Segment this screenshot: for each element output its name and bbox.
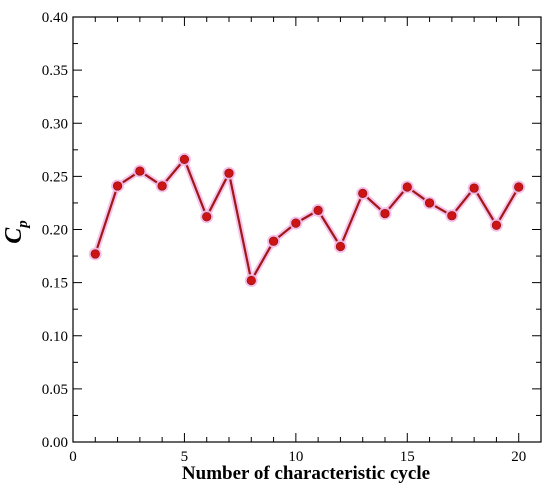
data-point — [424, 198, 435, 208]
plot-area — [72, 16, 542, 443]
y-tick-label: 0.15 — [42, 276, 68, 292]
y-axis-label-subscript: p — [15, 220, 31, 230]
data-point — [112, 181, 123, 191]
data-point — [313, 205, 323, 215]
data-point — [202, 212, 212, 222]
data-point — [179, 154, 190, 164]
x-tick-label: 20 — [511, 449, 526, 465]
x-tick-label: 0 — [69, 449, 77, 465]
data-point — [157, 181, 167, 191]
x-axis-label: Number of characteristic cycle — [182, 463, 430, 484]
data-point — [90, 249, 100, 259]
x-tick-label: 10 — [288, 449, 303, 465]
data-point — [358, 188, 368, 198]
y-tick-label: 0.35 — [42, 63, 68, 79]
y-tick-label: 0.40 — [42, 10, 68, 26]
y-tick-label: 0.20 — [42, 223, 68, 239]
y-tick-label: 0.05 — [42, 382, 68, 398]
y-tick-label: 0.25 — [42, 169, 68, 185]
y-axis-label-main: C — [1, 227, 27, 244]
x-axis: 0 5 10 15 20 — [69, 17, 526, 465]
y-tick-label: 0.00 — [42, 435, 68, 451]
data-point — [469, 183, 479, 193]
y-axis-label: Cp — [1, 220, 31, 244]
x-tick-label: 15 — [400, 449, 415, 465]
data-point — [335, 241, 346, 252]
data-point — [268, 236, 279, 246]
y-tick-label: 0.30 — [42, 116, 68, 132]
plot-frame — [72, 16, 542, 443]
data-point — [402, 182, 412, 192]
data-point — [447, 211, 457, 221]
data-point — [380, 208, 390, 219]
data-point — [291, 218, 301, 228]
data-point — [491, 220, 502, 230]
data-series — [88, 152, 526, 287]
data-point — [135, 166, 145, 176]
data-point — [514, 182, 524, 192]
data-point — [246, 275, 256, 286]
data-point — [224, 168, 234, 178]
x-tick-label: 5 — [181, 449, 189, 465]
y-tick-label: 0.10 — [42, 329, 68, 345]
y-axis: 0.00 0.05 0.10 0.15 0.20 0.25 0.30 0.35 0.40 — [42, 10, 541, 451]
